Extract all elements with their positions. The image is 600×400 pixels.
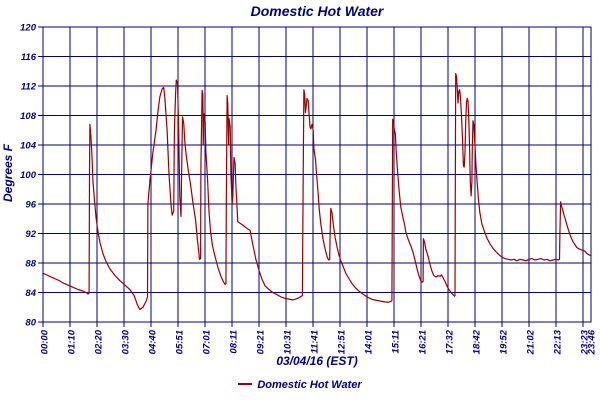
x-tick-label: 05:51: [175, 330, 186, 354]
x-tick-label: 16:21: [418, 330, 429, 354]
temperature-series-line: [42, 72, 592, 311]
x-tick-label: 08:11: [229, 330, 240, 354]
plot-border: [42, 26, 592, 323]
x-tick-label: 12:51: [337, 330, 348, 354]
x-tick-label: 23:23: [580, 329, 591, 355]
x-tick-label: 11:41: [310, 330, 321, 354]
y-tick-label: 96: [25, 200, 36, 211]
x-tick-label: 14:01: [364, 330, 375, 354]
x-tick-label: 21:02: [526, 329, 537, 355]
x-tick-label: 19:52: [499, 329, 510, 354]
chart-title: Domestic Hot Water: [250, 3, 384, 19]
x-tick-label: 17:32: [445, 329, 456, 354]
axis-tick-labels: 120 116 112 108 104 100 96 92 88 84 80 00:00 01:10 02…: [20, 23, 597, 356]
y-tick-label: 88: [25, 259, 36, 270]
y-tick-label: 84: [25, 288, 36, 299]
x-tick-label: 10:31: [283, 330, 294, 354]
y-tick-label: 120: [20, 23, 37, 34]
legend-label: Domestic Hot Water: [257, 379, 362, 391]
y-tick-label: 112: [21, 82, 37, 93]
x-tick-label: 00:00: [40, 329, 51, 354]
x-tick-label: 01:10: [67, 329, 78, 354]
y-tick-label: 80: [25, 318, 36, 329]
x-tick-label: 09:21: [256, 330, 267, 354]
x-tick-label: 02:20: [94, 329, 105, 354]
y-tick-label: 92: [25, 229, 36, 240]
y-tick-label: 108: [20, 111, 37, 122]
y-tick-label: 100: [20, 170, 37, 181]
y-tick-label: 116: [21, 52, 37, 63]
x-end-label: 23:46: [587, 329, 598, 355]
x-tick-label: 03:30: [121, 329, 132, 354]
x-axis-date-label: 03/04/16 (EST): [276, 354, 358, 368]
x-tick-label: 15:11: [391, 330, 402, 354]
legend-line-icon: [238, 383, 253, 385]
x-tick-label: 18:42: [472, 329, 483, 354]
x-tick-label: 22:13: [553, 329, 564, 355]
y-tick-label: 104: [20, 141, 37, 152]
legend: Domestic Hot Water: [0, 379, 600, 391]
x-tick-label: 04:40: [148, 329, 159, 354]
x-tick-label: 07:01: [202, 330, 213, 354]
